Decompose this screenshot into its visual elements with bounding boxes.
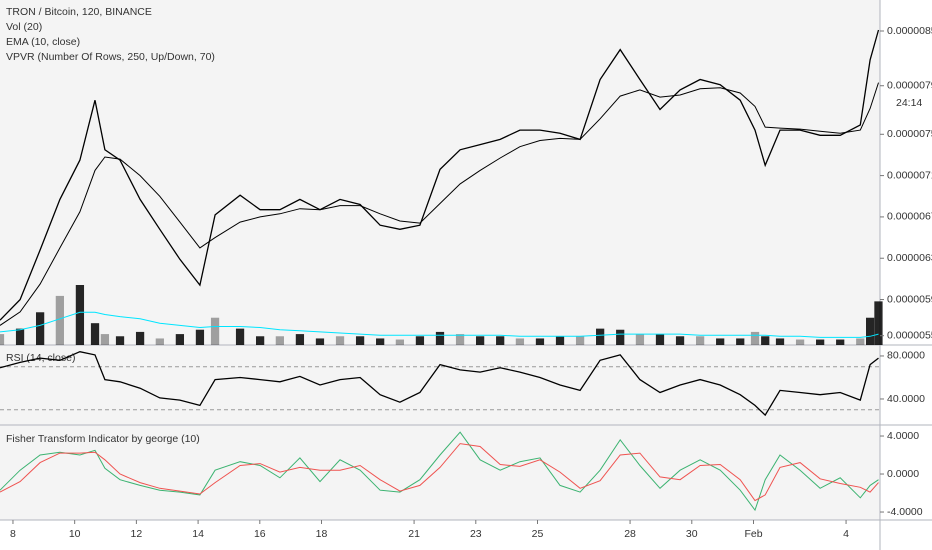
- volume-bar: [100, 334, 110, 345]
- volume-bar: [376, 338, 385, 345]
- volume-bar: [35, 312, 45, 345]
- volume-bar: [55, 295, 64, 345]
- price-line: [0, 431, 879, 512]
- volume-bar: [210, 317, 220, 345]
- volume-bar: [596, 328, 605, 345]
- volume-bar: [115, 336, 125, 345]
- volume-bar: [761, 336, 770, 345]
- y-tick-label: 40.0000: [887, 393, 925, 405]
- volume-bar: [475, 336, 485, 345]
- volume-bar: [195, 329, 205, 345]
- volume-bar: [635, 334, 645, 345]
- volume-bar: [716, 338, 725, 345]
- volume-bar: [155, 338, 164, 345]
- x-tick-label: 10: [69, 528, 81, 540]
- x-tick-label: 16: [254, 528, 266, 540]
- indicator-line: [0, 82, 879, 326]
- x-tick-label: 30: [686, 528, 698, 540]
- y-tick-label: 0.00000590: [887, 293, 932, 305]
- countdown: 24:14: [896, 97, 922, 109]
- volume-bar: [455, 334, 465, 345]
- y-tick-label: 4.0000: [887, 430, 919, 442]
- x-tick-label: 18: [316, 528, 328, 540]
- volume-bar: [795, 339, 805, 345]
- volume-bar: [255, 336, 265, 345]
- y-tick-label: 0.00000710: [887, 169, 932, 181]
- y-tick-label: 0.00000750: [887, 128, 932, 140]
- volume-bar: [295, 334, 305, 345]
- volume-bar: [315, 338, 325, 345]
- x-tick-label: 12: [131, 528, 143, 540]
- volume-bar: [435, 331, 445, 345]
- volume-bar: [616, 329, 625, 345]
- x-tick-label: 14: [192, 528, 204, 540]
- volume-bar: [866, 317, 875, 345]
- volume-bar: [836, 339, 845, 345]
- y-tick-label: 0.00000670: [887, 211, 932, 223]
- y-tick-label: 0.00000850: [887, 25, 932, 37]
- volume-bar: [275, 336, 284, 345]
- volume-bar: [736, 338, 745, 345]
- x-tick-label: Feb: [744, 528, 762, 540]
- x-tick-label: 4: [843, 528, 849, 540]
- volume-bar: [695, 336, 705, 345]
- volume-bar: [395, 339, 405, 345]
- plot-background: [0, 0, 880, 520]
- volume-bar: [90, 323, 100, 345]
- x-tick-label: 23: [470, 528, 482, 540]
- volume-bar: [415, 336, 425, 345]
- volume-bar: [856, 338, 865, 345]
- volume-bar: [655, 334, 665, 345]
- y-tick-label: -4.0000: [887, 506, 923, 518]
- volume-bar: [355, 336, 365, 345]
- volume-ma: [0, 311, 879, 338]
- volume-bar: [675, 336, 685, 345]
- volume-bar: [175, 334, 185, 345]
- x-tick-label: 21: [408, 528, 420, 540]
- volume-bar: [555, 336, 565, 345]
- y-tick-label: 0.0000: [887, 468, 919, 480]
- price-line: [0, 29, 880, 321]
- volume-bar: [135, 331, 145, 345]
- pane-title: Fisher Transform Indicator by george (10…: [6, 433, 200, 445]
- chart-title: TRON / Bitcoin, 120, BINANCE: [6, 6, 152, 18]
- price-line: [0, 351, 879, 417]
- volume-bar: [750, 331, 760, 345]
- x-tick-label: 28: [624, 528, 636, 540]
- indicator-label: Vol (20): [6, 21, 42, 33]
- volume-bar: [235, 328, 245, 345]
- x-tick-label: 25: [532, 528, 544, 540]
- volume-bar: [0, 334, 5, 345]
- indicator-label: VPVR (Number Of Rows, 250, Up/Down, 70): [6, 51, 215, 63]
- volume-bar: [15, 328, 25, 345]
- volume-bar: [335, 336, 345, 345]
- volume-bar: [496, 336, 505, 345]
- y-tick-label: 0.00000555: [887, 329, 932, 341]
- y-tick-label: 80.0000: [887, 350, 925, 362]
- volume-bar: [515, 338, 525, 345]
- volume-bar: [775, 338, 785, 345]
- volume-bar: [874, 301, 883, 345]
- volume-bar: [75, 285, 85, 345]
- volume-bar: [535, 338, 545, 345]
- volume-bar: [816, 339, 825, 345]
- y-tick-label: 0.00000630: [887, 252, 932, 264]
- indicator-label: EMA (10, close): [6, 36, 80, 48]
- x-tick-label: 8: [10, 528, 16, 540]
- price-line: [0, 443, 879, 502]
- y-tick-label: 0.00000797: [887, 80, 932, 92]
- volume-bar: [575, 336, 585, 345]
